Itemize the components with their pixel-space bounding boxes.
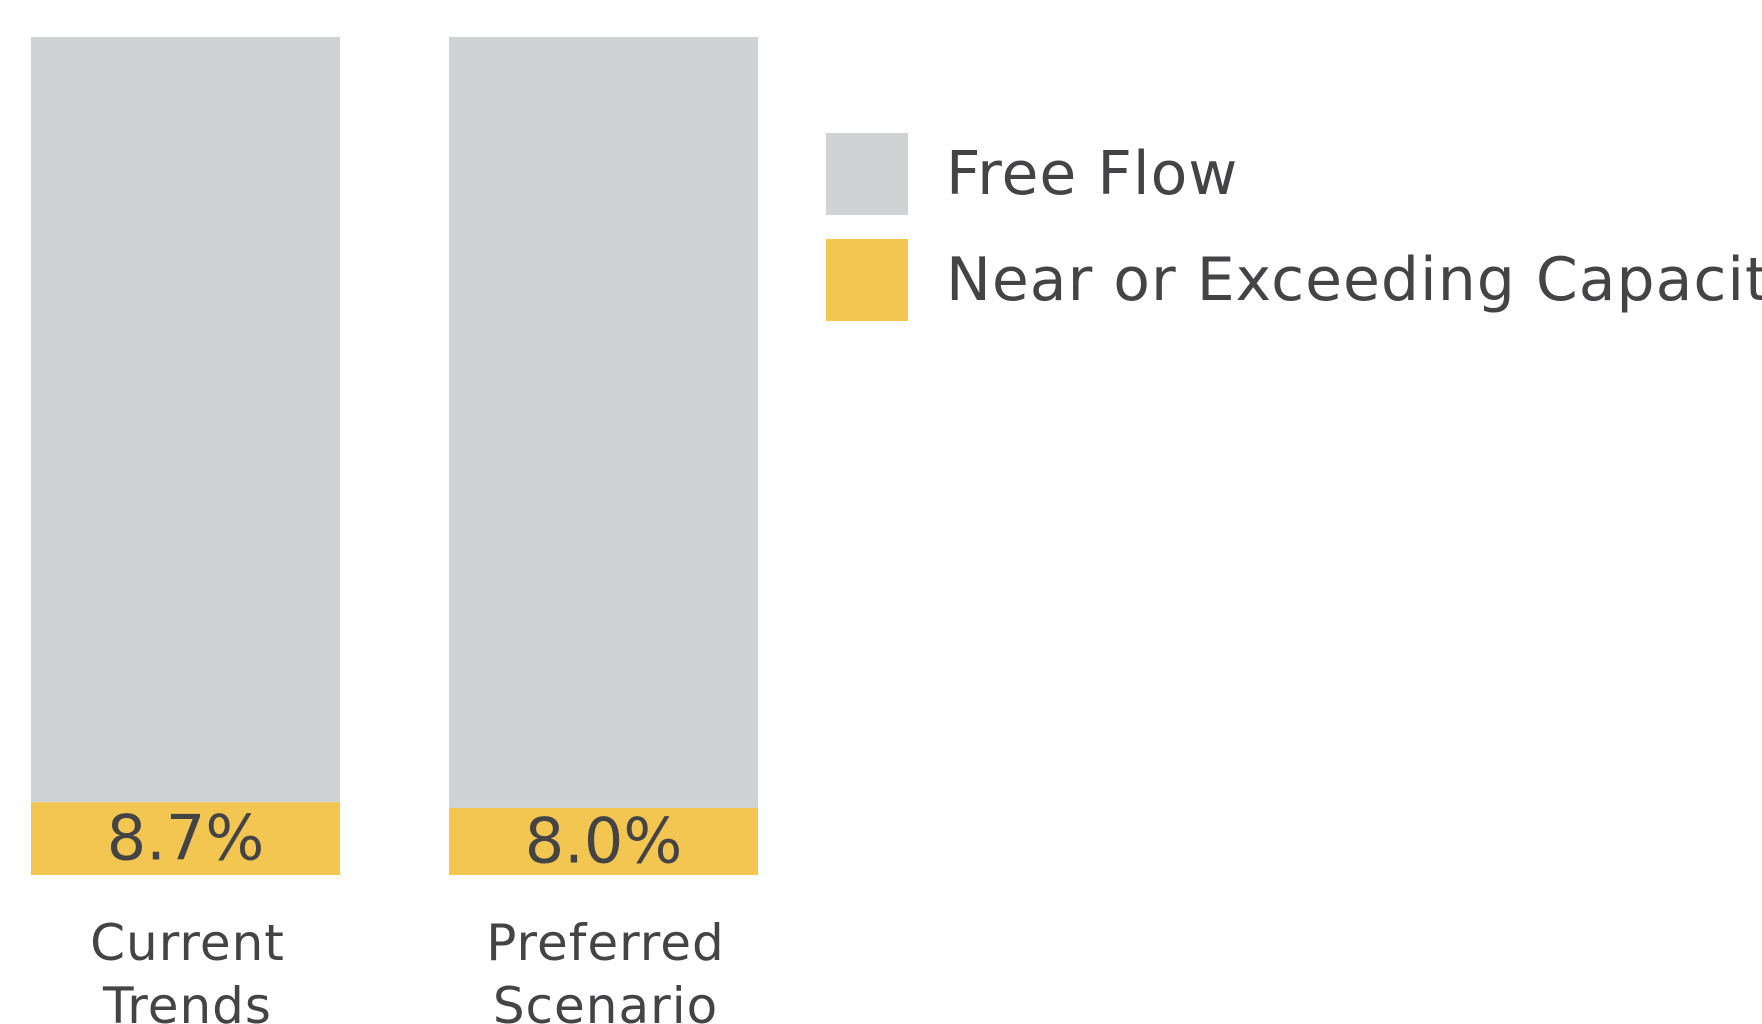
category-label-preferred-scenario-line-2: Scenario xyxy=(493,977,718,1024)
legend-item-free-flow: Free Flow xyxy=(826,133,1726,215)
bar-segment-current-trends-free-flow xyxy=(31,37,340,803)
category-label-current-trends-line-2: Trends xyxy=(102,977,272,1024)
legend-label-free-flow: Free Flow xyxy=(946,139,1239,209)
category-label-preferred-scenario-line-1: Preferred xyxy=(486,914,725,972)
bar-segment-preferred-scenario-near-or-exceeding-capacity xyxy=(449,807,758,875)
legend-item-near-capacity: Near or Exceeding Capacity xyxy=(826,239,1762,321)
category-label-current-trends-line-1: Current xyxy=(90,914,285,972)
data-label-current-trends: 8.7% xyxy=(107,802,265,875)
bar-segment-preferred-scenario-free-flow xyxy=(449,37,758,808)
data-label-preferred-scenario: 8.0% xyxy=(525,804,683,877)
legend-swatch-free-flow xyxy=(826,133,908,215)
legend-swatch-near-capacity xyxy=(826,239,908,321)
legend-label-near-capacity: Near or Exceeding Capacity xyxy=(946,245,1762,315)
bar-segment-current-trends-near-or-exceeding-capacity xyxy=(31,802,340,875)
